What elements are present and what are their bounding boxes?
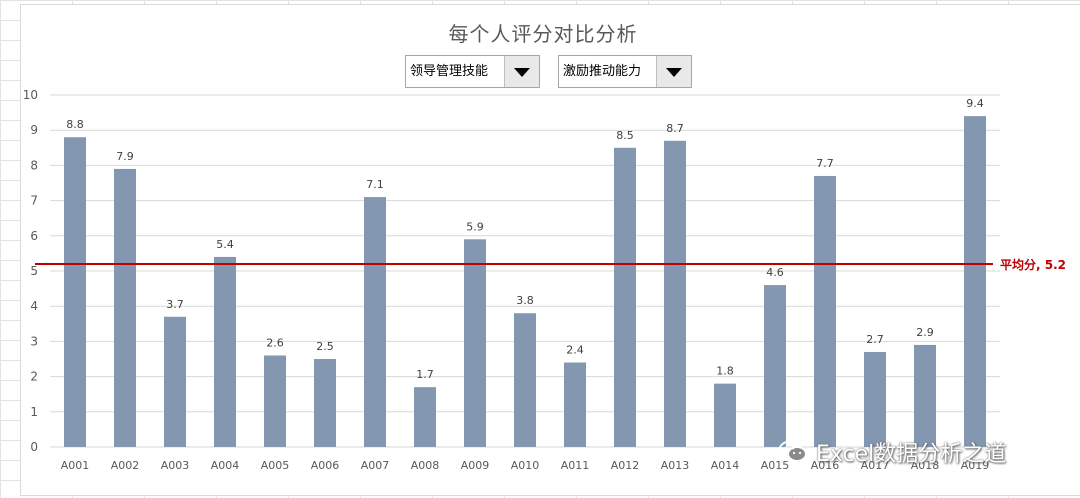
x-tick-label: A004 bbox=[211, 459, 240, 472]
bar bbox=[464, 239, 486, 447]
data-label: 7.1 bbox=[366, 178, 384, 191]
bar bbox=[864, 351, 886, 447]
x-tick-label: A016 bbox=[811, 459, 840, 472]
x-tick-label: A015 bbox=[761, 459, 790, 472]
x-tick-label: A010 bbox=[511, 459, 540, 472]
x-tick-label: A007 bbox=[361, 459, 390, 472]
data-label: 2.9 bbox=[916, 326, 934, 339]
bar bbox=[914, 344, 936, 447]
bar bbox=[664, 140, 686, 447]
x-tick-label: A011 bbox=[561, 459, 590, 472]
x-tick-label: A008 bbox=[411, 459, 440, 472]
bar bbox=[514, 313, 536, 447]
data-label: 5.4 bbox=[216, 238, 234, 251]
bar bbox=[964, 116, 986, 448]
bar bbox=[314, 359, 336, 447]
bar bbox=[364, 197, 386, 447]
x-tick-label: A009 bbox=[461, 459, 490, 472]
data-label: 8.8 bbox=[66, 118, 84, 131]
x-tick-label: A019 bbox=[961, 459, 990, 472]
y-tick-label: 4 bbox=[30, 299, 38, 313]
chart-title: 每个人评分对比分析 bbox=[448, 22, 638, 46]
y-tick-label: 1 bbox=[30, 405, 38, 419]
dropdown-skill-2-label: 激励推动能力 bbox=[563, 64, 642, 79]
chevron-down-icon[interactable] bbox=[656, 56, 691, 87]
data-label: 5.9 bbox=[466, 220, 484, 233]
x-tick-label: A002 bbox=[111, 459, 140, 472]
x-tick-label: A017 bbox=[861, 459, 890, 472]
y-tick-label: 0 bbox=[30, 440, 38, 454]
average-label: 平均分, 5.2 bbox=[1000, 257, 1066, 272]
y-tick-label: 9 bbox=[30, 123, 38, 137]
bar bbox=[564, 362, 586, 447]
watermark-text: Excel数据分析之道 bbox=[816, 442, 1007, 467]
bar bbox=[214, 256, 236, 447]
x-tick-label: A014 bbox=[711, 459, 740, 472]
bar bbox=[614, 147, 636, 448]
x-tick-label: A013 bbox=[661, 459, 690, 472]
bar bbox=[114, 168, 136, 448]
data-label: 7.9 bbox=[116, 150, 134, 163]
bar bbox=[264, 355, 286, 447]
dropdown-skill-2[interactable]: 激励推动能力 bbox=[558, 55, 692, 88]
x-tick-label: A018 bbox=[911, 459, 940, 472]
bar bbox=[64, 137, 86, 448]
bar bbox=[164, 316, 186, 447]
data-label: 3.7 bbox=[166, 298, 184, 311]
x-tick-label: A006 bbox=[311, 459, 340, 472]
data-label: 8.7 bbox=[666, 122, 684, 135]
chart-area[interactable] bbox=[20, 4, 1080, 496]
x-tick-label: A005 bbox=[261, 459, 290, 472]
bar bbox=[764, 285, 786, 447]
chevron-down-icon[interactable] bbox=[504, 56, 539, 87]
y-tick-label: 10 bbox=[23, 88, 38, 102]
x-tick-label: A012 bbox=[611, 459, 640, 472]
x-tick-label: A001 bbox=[61, 459, 90, 472]
y-tick-label: 8 bbox=[30, 158, 38, 172]
dropdown-skill-1-label: 领导管理技能 bbox=[410, 64, 489, 79]
wechat-icon bbox=[778, 440, 807, 462]
x-tick-label: A003 bbox=[161, 459, 190, 472]
y-tick-label: 6 bbox=[30, 229, 38, 243]
data-label: 4.6 bbox=[766, 266, 784, 279]
bar bbox=[814, 175, 836, 447]
data-label: 1.7 bbox=[416, 368, 434, 381]
data-label: 7.7 bbox=[816, 157, 834, 170]
y-tick-label: 7 bbox=[30, 194, 38, 208]
y-tick-label: 3 bbox=[30, 334, 38, 348]
data-label: 2.4 bbox=[566, 344, 584, 357]
data-label: 1.8 bbox=[716, 365, 734, 378]
data-label: 3.8 bbox=[516, 294, 534, 307]
y-tick-label: 5 bbox=[30, 264, 38, 278]
bar bbox=[714, 383, 736, 447]
data-label: 2.5 bbox=[316, 340, 334, 353]
dropdown-skill-1[interactable]: 领导管理技能 bbox=[405, 55, 540, 88]
bar bbox=[414, 387, 436, 447]
data-label: 2.6 bbox=[266, 336, 284, 349]
watermark: Excel数据分析之道 bbox=[778, 436, 1006, 468]
y-tick-label: 2 bbox=[30, 370, 38, 384]
data-label: 9.4 bbox=[966, 97, 984, 110]
data-label: 8.5 bbox=[616, 129, 634, 142]
data-label: 2.7 bbox=[866, 333, 884, 346]
